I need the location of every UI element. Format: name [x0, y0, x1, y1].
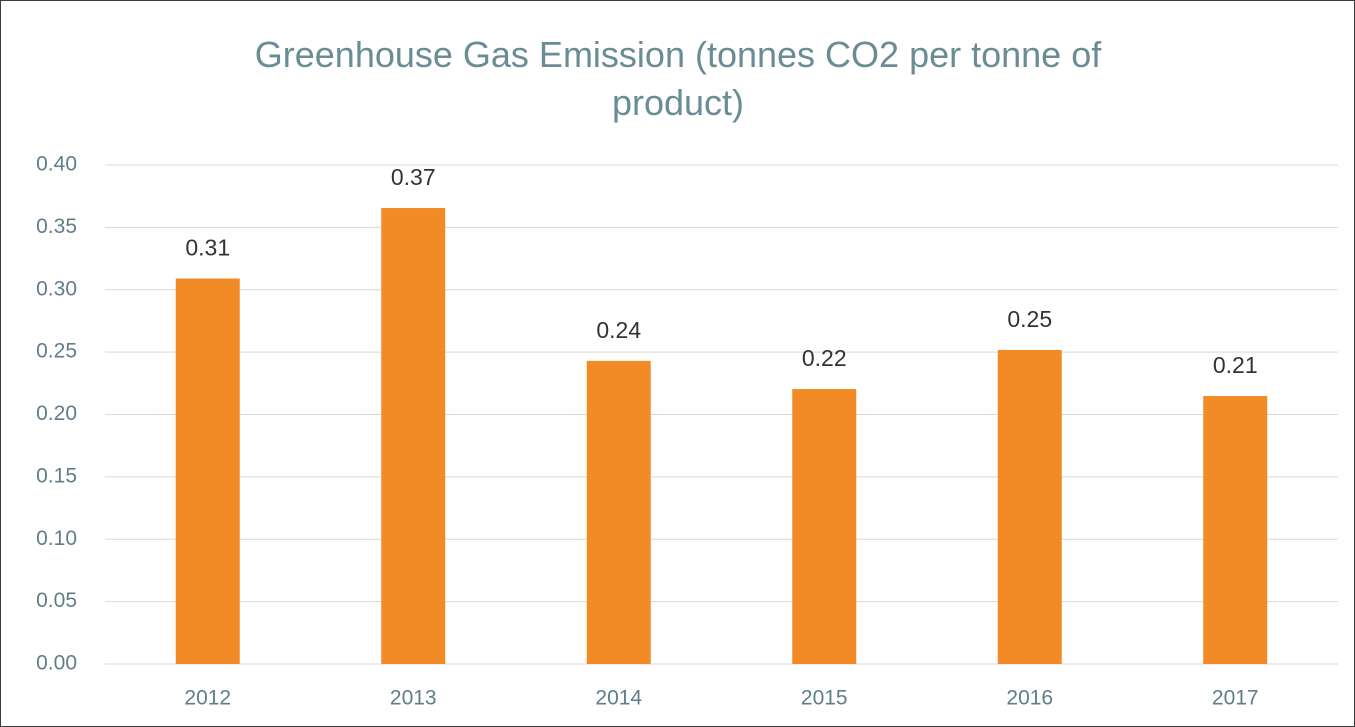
- y-tick-label: 0.10: [36, 527, 77, 550]
- bar: [997, 350, 1062, 664]
- bar: [792, 389, 857, 664]
- y-tick-label: 0.25: [36, 340, 77, 363]
- bar: [175, 278, 240, 664]
- y-tick-label: 0.00: [36, 652, 77, 675]
- x-tick-label: 2014: [595, 687, 642, 710]
- y-tick-label: 0.40: [36, 153, 77, 176]
- bar: [586, 360, 651, 664]
- x-tick-label: 2017: [1212, 687, 1259, 710]
- x-tick-label: 2012: [184, 687, 231, 710]
- data-label: 0.24: [596, 317, 641, 343]
- y-tick-label: 0.05: [36, 589, 77, 612]
- y-tick-label: 0.30: [36, 277, 77, 300]
- x-tick-label: 2015: [801, 687, 848, 710]
- chart-title: Greenhouse Gas Emission (tonnes CO2 per …: [254, 34, 1102, 123]
- y-tick-label: 0.15: [36, 464, 77, 487]
- y-tick-label: 0.35: [36, 215, 77, 238]
- x-tick-label: 2016: [1006, 687, 1053, 710]
- data-label: 0.22: [802, 345, 847, 371]
- bar: [381, 208, 446, 664]
- x-tick-label: 2013: [390, 687, 437, 710]
- data-label: 0.21: [1213, 352, 1258, 378]
- data-label: 0.25: [1007, 306, 1052, 332]
- bar: [1203, 396, 1268, 664]
- y-tick-label: 0.20: [36, 402, 77, 425]
- data-label: 0.31: [185, 235, 230, 261]
- data-label: 0.37: [391, 164, 436, 190]
